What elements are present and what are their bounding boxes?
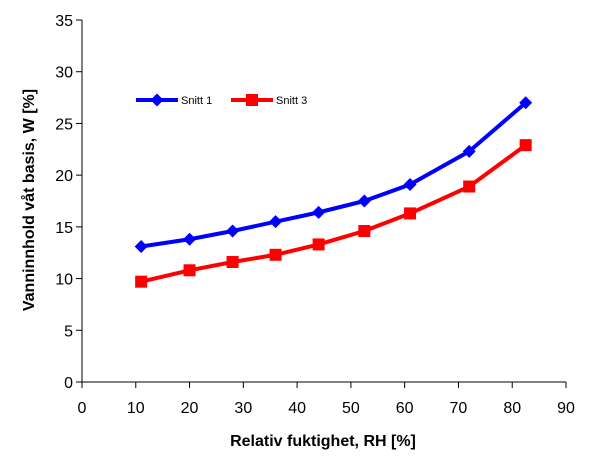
legend: Snitt 1 Snitt 3 [136,93,307,107]
series [134,96,533,288]
data-point [519,96,533,110]
legend-marker [246,94,258,106]
data-point [183,232,197,246]
y-tick-label: 20 [55,168,73,185]
axes [76,19,567,388]
data-point [519,139,532,152]
tick-labels: 0 5 10 15 20 25 30 35 0 10 20 30 40 50 60 70 80 90 [55,13,575,417]
x-tick-label: 20 [181,400,199,417]
x-tick-label: 30 [234,400,252,417]
data-point [226,256,239,269]
x-tick-label: 40 [288,400,306,417]
data-point [404,207,417,220]
data-point [357,194,371,208]
y-tick-label: 10 [55,272,73,289]
data-point [462,144,476,158]
data-point [312,238,325,251]
legend-label: Snitt 3 [276,95,307,107]
data-point [269,215,283,229]
legend-label: Snitt 1 [181,95,212,107]
y-tick-label: 30 [55,65,73,82]
series-1 [134,96,533,254]
data-point [135,275,148,288]
data-point [134,240,148,254]
x-tick-label: 70 [450,400,468,417]
data-point [358,224,371,237]
x-tick-label: 50 [342,400,360,417]
x-tick-label: 90 [557,400,575,417]
series-2 [135,139,532,288]
x-tick-label: 0 [78,400,87,417]
x-tick-label: 10 [127,400,145,417]
series-line [140,143,527,284]
y-axis-title: Vanninnhold våt basis, W [%] [20,89,38,311]
y-tick-label: 25 [55,116,73,133]
data-point [183,264,196,277]
data-point [403,177,417,191]
y-tick-label: 35 [55,13,73,30]
x-tick-label: 80 [503,400,521,417]
series-line [140,101,527,249]
data-point [463,180,476,193]
y-tick-label: 0 [64,375,73,392]
y-tick-label: 5 [64,323,73,340]
data-point [226,224,240,238]
data-point [312,205,326,219]
x-axis-title: Relativ fuktighet, RH [%] [230,433,416,450]
x-tick-label: 60 [396,400,414,417]
y-tick-label: 15 [55,220,73,237]
legend-marker [150,93,164,107]
data-point [269,248,282,261]
